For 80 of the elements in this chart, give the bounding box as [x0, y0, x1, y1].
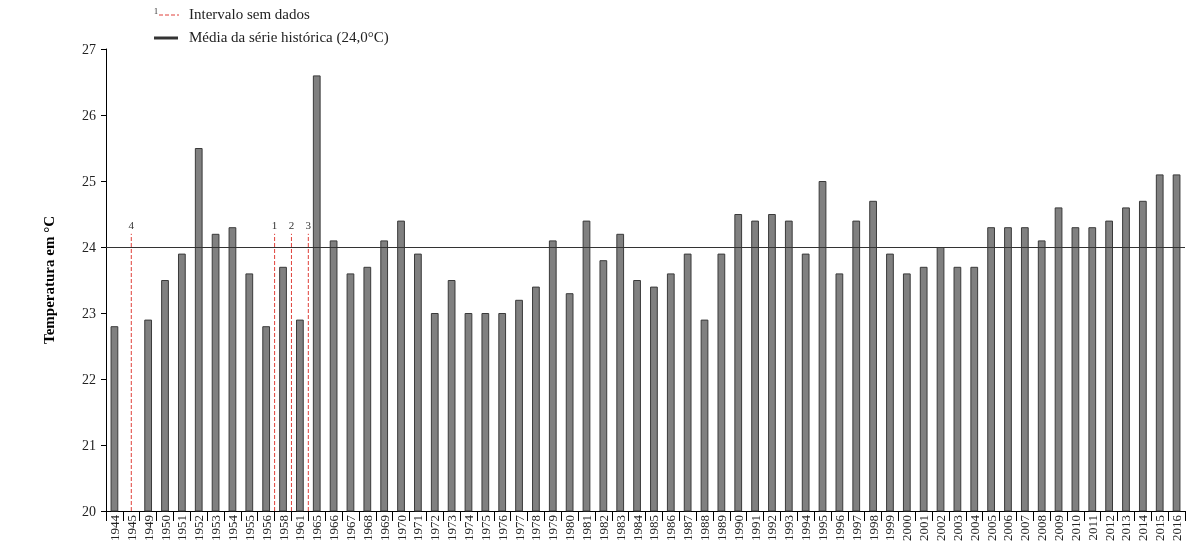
x-tick-label: 2002	[933, 515, 949, 541]
annotation: 2	[288, 219, 295, 232]
x-tick-label: 1971	[410, 515, 426, 541]
x-tick-label: 2004	[966, 514, 982, 541]
x-tick-label: 2010	[1067, 515, 1083, 541]
x-tick-label: 1981	[578, 515, 594, 541]
legend-label: Média da série histórica (24,0°C)	[189, 28, 389, 47]
x-tick-label: 1989	[713, 515, 729, 541]
x-tick-label: 1977	[511, 514, 527, 541]
x-tick-label: 1972	[427, 515, 443, 541]
x-tick-label: 1974	[460, 514, 476, 541]
x-tick-label: 2001	[916, 515, 932, 541]
x-tick-label: 1969	[376, 515, 392, 541]
x-tick-label: 1976	[494, 514, 510, 541]
x-tick-label: 1975	[477, 515, 493, 541]
x-tick-label: 1961	[292, 515, 308, 541]
y-tick-label: 25	[82, 173, 96, 189]
y-tick-label: 26	[82, 107, 96, 123]
y-tick-label: 24	[82, 239, 96, 255]
x-tick-label: 2009	[1051, 515, 1067, 541]
x-tick-label: 1966	[326, 514, 342, 541]
x-tick-label: 1965	[309, 515, 325, 541]
x-tick-label: 1988	[697, 515, 713, 541]
x-tick-label: 1958	[275, 515, 291, 541]
text: Intervalo sem dados	[189, 5, 310, 24]
x-tick-label: 1982	[595, 515, 611, 541]
annotation: 3	[305, 219, 312, 232]
x-tick-label: 1956	[258, 514, 274, 541]
x-tick-label: 1954	[224, 514, 240, 541]
x-tick-label: 1952	[191, 515, 207, 541]
x-tick-label: 1985	[646, 515, 662, 541]
x-tick-label: 2003	[949, 515, 965, 541]
x-tick-label: 2011	[1084, 515, 1100, 541]
x-tick-label: 1995	[815, 515, 831, 541]
y-tick-label: 27	[82, 41, 96, 57]
y-tick-label: 20	[82, 503, 96, 519]
x-tick-label: 1996	[831, 514, 847, 541]
x-tick-label: 1951	[174, 515, 190, 541]
text: 1	[154, 7, 158, 16]
x-tick-label: 1968	[359, 515, 375, 541]
x-tick-label: 1945	[123, 515, 139, 541]
x-tick-label: 1955	[241, 515, 257, 541]
x-tick-label: 1993	[781, 515, 797, 541]
x-tick-label: 1990	[730, 515, 746, 541]
annotation: 1	[271, 219, 278, 232]
x-tick-label: 1980	[562, 515, 578, 541]
x-tick-label: 1953	[208, 515, 224, 541]
x-tick-label: 1949	[140, 515, 156, 541]
x-tick-label: 1997	[848, 514, 864, 541]
x-tick-label: 1998	[865, 515, 881, 541]
x-tick-label: 1944	[106, 514, 122, 541]
x-tick-label: 2006	[1000, 514, 1016, 541]
y-tick-label: 22	[82, 371, 96, 387]
x-tick-label: 1991	[747, 515, 763, 541]
x-tick-label: 2000	[899, 515, 915, 541]
x-tick-label: 1987	[680, 514, 696, 541]
x-tick-label: 2005	[983, 515, 999, 541]
x-tick-label: 1994	[798, 514, 814, 541]
y-axis-title: Temperatura em °C	[40, 216, 57, 344]
y-tick-label: 23	[82, 305, 96, 321]
x-tick-label: 1983	[612, 515, 628, 541]
ref-line-label: 4	[128, 219, 135, 232]
x-tick-label: 2008	[1034, 515, 1050, 541]
x-tick-label: 2013	[1118, 515, 1134, 541]
x-tick-label: 1999	[882, 515, 898, 541]
x-tick-label: 1978	[528, 515, 544, 541]
x-tick-label: 2016	[1169, 514, 1185, 541]
x-tick-label: 1984	[629, 514, 645, 541]
x-tick-label: 2014	[1135, 514, 1151, 541]
x-tick-label: 1967	[342, 514, 358, 541]
x-tick-label: 1992	[764, 515, 780, 541]
x-tick-label: 2012	[1101, 515, 1117, 541]
x-tick-label: 1986	[663, 514, 679, 541]
x-tick-label: 1970	[393, 515, 409, 541]
x-tick-label: 2007	[1017, 514, 1033, 541]
x-tick-label: 1979	[545, 515, 561, 541]
x-tick-label: 2015	[1152, 515, 1168, 541]
y-tick-label: 21	[82, 437, 96, 453]
x-tick-label: 1950	[157, 515, 173, 541]
x-tick-label: 1973	[444, 515, 460, 541]
